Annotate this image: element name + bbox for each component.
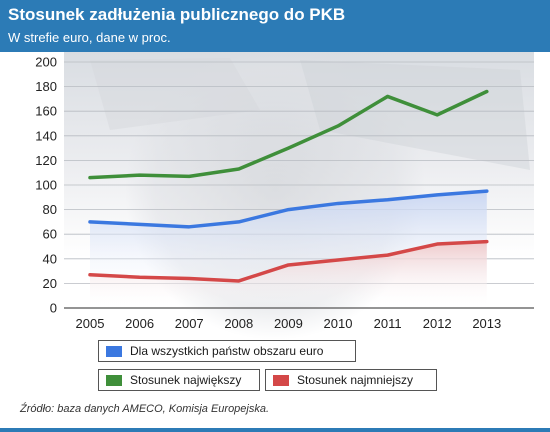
source-footnote: Źródło: baza danych AMECO, Komisja Europ…	[20, 403, 270, 415]
legend-label-all-countries: Dla wszystkich państw obszaru euro	[130, 344, 324, 358]
y-tick-label: 160	[35, 104, 57, 119]
series-lines	[88, 89, 489, 283]
legend-swatch-red	[273, 375, 289, 386]
legend-label-smallest: Stosunek najmniejszy	[297, 373, 414, 387]
data-point	[237, 220, 240, 224]
data-point	[336, 258, 340, 262]
data-point	[188, 175, 191, 178]
x-tick-label: 2008	[224, 316, 253, 331]
data-point	[336, 202, 340, 205]
data-point	[287, 263, 290, 267]
y-tick-label: 180	[35, 79, 57, 94]
legend-item-all-countries: Dla wszystkich państw obszaru euro	[98, 340, 356, 362]
y-tick-label: 200	[35, 55, 57, 70]
header-bar: Stosunek zadłużenia publicznego do PKB W…	[0, 0, 550, 52]
y-tick-label: 0	[50, 301, 57, 316]
x-axis-ticks: 2005 2006 2007 2008 2009 2010 2011 2012 2013	[76, 316, 502, 331]
y-tick-label: 120	[35, 153, 57, 168]
legend-item-smallest: Stosunek najmniejszy	[265, 369, 437, 391]
data-point	[287, 208, 290, 211]
y-tick-label: 80	[43, 202, 57, 217]
x-tick-label: 2013	[472, 316, 501, 331]
line-chart: 0 20 40 60 80 100 120 140 160 180 200 2005 2006 2007…	[35, 52, 534, 340]
legend-label-largest: Stosunek największy	[130, 373, 242, 387]
data-point	[485, 90, 488, 93]
data-point	[287, 146, 290, 150]
data-point	[436, 242, 439, 246]
y-tick-label: 20	[43, 276, 57, 291]
chart-subtitle: W strefie euro, dane w proc.	[8, 30, 171, 45]
data-point	[485, 189, 488, 193]
x-tick-label: 2012	[423, 316, 452, 331]
data-point	[386, 95, 389, 98]
data-point	[436, 193, 439, 197]
data-point	[237, 279, 240, 283]
y-tick-label: 140	[35, 128, 57, 143]
data-point	[237, 167, 240, 171]
data-point	[188, 277, 191, 280]
x-tick-label: 2011	[374, 316, 402, 331]
data-point	[336, 124, 340, 128]
y-tick-label: 40	[43, 251, 57, 266]
data-point	[138, 276, 141, 279]
data-point	[485, 240, 488, 243]
data-point	[88, 176, 92, 179]
data-point	[138, 223, 141, 226]
bottom-rule	[0, 428, 550, 432]
x-tick-label: 2007	[175, 316, 204, 331]
y-axis-ticks: 0 20 40 60 80 100 120 140 160 180 200	[35, 55, 57, 316]
series-area	[90, 241, 487, 308]
data-point	[188, 225, 191, 229]
legend-item-largest: Stosunek największy	[98, 369, 260, 391]
x-tick-label: 2010	[324, 316, 353, 331]
data-point	[386, 253, 389, 257]
y-tick-label: 100	[35, 178, 57, 193]
legend-swatch-green	[106, 375, 122, 386]
data-point	[88, 273, 92, 276]
data-point	[138, 173, 141, 177]
data-point	[88, 220, 92, 224]
x-tick-label: 2009	[274, 316, 303, 331]
x-tick-label: 2006	[125, 316, 154, 331]
legend-swatch-blue	[106, 346, 122, 357]
data-point	[386, 198, 389, 201]
chart-title: Stosunek zadłużenia publicznego do PKB	[8, 5, 346, 24]
x-tick-label: 2005	[76, 316, 105, 331]
data-point	[436, 113, 439, 117]
y-tick-label: 60	[43, 227, 57, 242]
